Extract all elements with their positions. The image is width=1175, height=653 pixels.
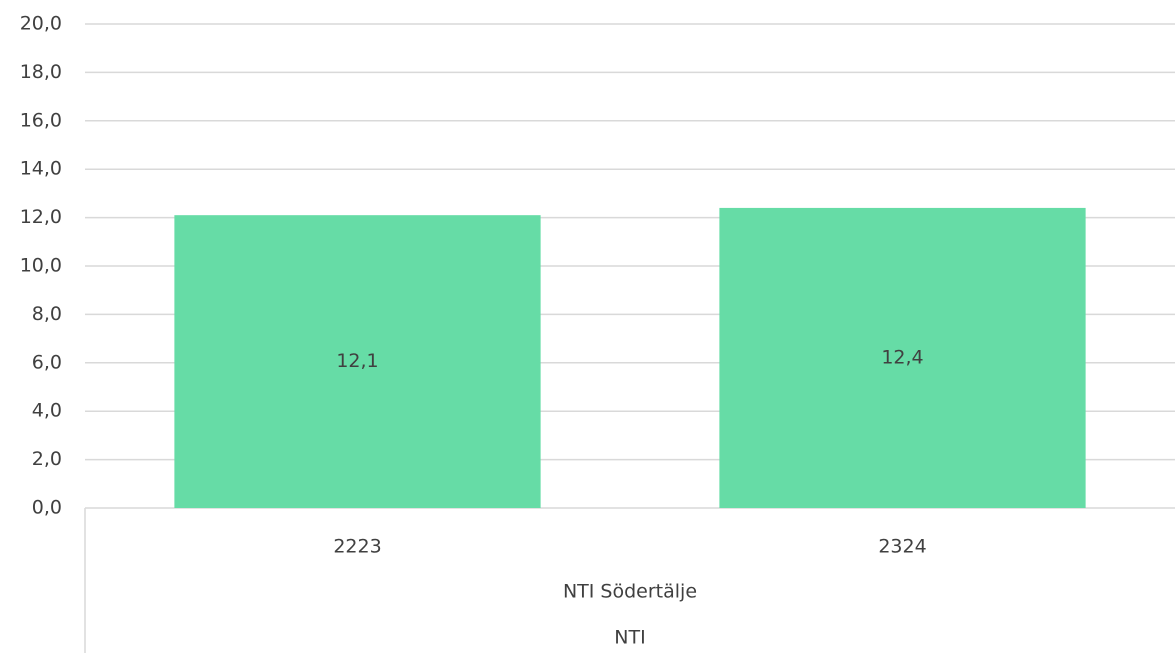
x-tick-label: 2223 (333, 536, 381, 558)
data-label: 12,1 (336, 350, 378, 372)
y-tick-label: 18,0 (20, 61, 62, 83)
y-tick-label: 20,0 (20, 13, 62, 35)
y-tick-label: 16,0 (20, 109, 62, 131)
x-group-label: NTI Södertälje (563, 581, 697, 603)
data-label: 12,4 (881, 346, 923, 368)
y-tick-label: 0,0 (32, 497, 62, 519)
x-group-label: NTI (614, 627, 645, 649)
y-tick-label: 14,0 (20, 158, 62, 180)
bar (174, 215, 541, 508)
bar (719, 207, 1086, 509)
y-tick-label: 2,0 (32, 448, 62, 470)
y-tick-label: 8,0 (32, 303, 62, 325)
y-tick-label: 4,0 (32, 400, 62, 422)
y-tick-label: 6,0 (32, 351, 62, 373)
x-tick-label: 2324 (878, 536, 926, 558)
y-tick-label: 10,0 (20, 255, 62, 277)
y-tick-label: 12,0 (20, 206, 62, 228)
